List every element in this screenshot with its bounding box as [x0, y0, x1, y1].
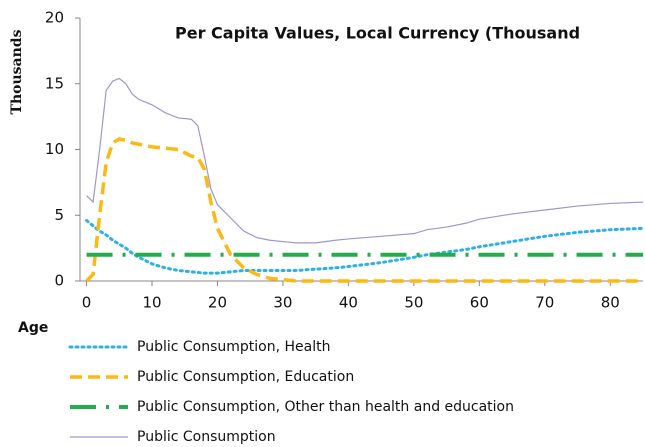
x-tick-label: 60 — [470, 294, 489, 312]
y-tick-label: 0 — [54, 272, 64, 290]
chart-title: Per Capita Values, Local Currency (Thous… — [175, 24, 580, 43]
x-tick-label: 40 — [339, 294, 358, 312]
y-axis-label: Thousands — [9, 29, 25, 114]
legend-label: Public Consumption, Education — [137, 369, 354, 385]
series-line — [86, 77, 644, 244]
series-line — [85, 137, 643, 283]
x-tick-label: 80 — [601, 294, 620, 312]
y-tick-label: 10 — [45, 140, 64, 158]
x-axis-label: Age — [18, 320, 48, 336]
y-tick-label: 20 — [45, 9, 64, 27]
x-tick-label: 20 — [208, 294, 227, 312]
series-line — [85, 219, 645, 275]
legend-label: Public Consumption, Other than health an… — [137, 399, 514, 415]
x-tick-label: 50 — [404, 294, 423, 312]
x-tick-label: 70 — [535, 294, 554, 312]
x-tick-label: 10 — [142, 294, 161, 312]
legend-label: Public Consumption — [137, 429, 276, 445]
y-tick-label: 15 — [45, 74, 64, 92]
x-tick-label: 30 — [273, 294, 292, 312]
x-tick-label: 0 — [82, 294, 92, 312]
y-tick-label: 5 — [54, 206, 64, 224]
legend-label: Public Consumption, Health — [137, 339, 330, 355]
